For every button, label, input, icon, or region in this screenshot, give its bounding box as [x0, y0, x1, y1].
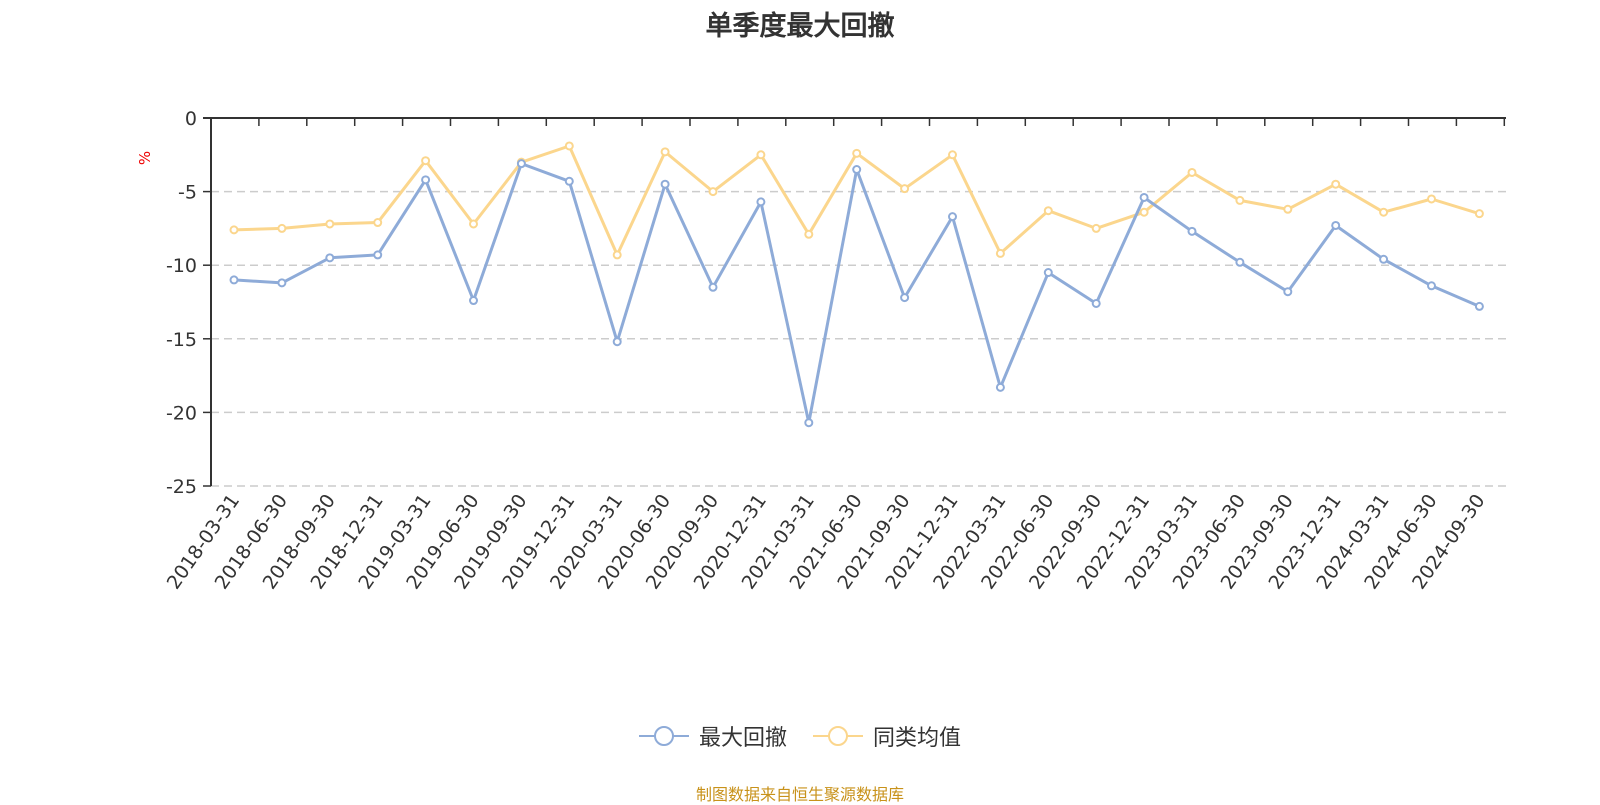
- data-point-peer-average: [756, 150, 766, 160]
- y-tick-label: -25: [166, 476, 197, 498]
- legend-item-peer-average[interactable]: 同类均值: [813, 720, 961, 752]
- data-point-peer-average: [1474, 209, 1484, 219]
- chart-title: 单季度最大回撤: [705, 11, 895, 42]
- y-axis-unit-label: %: [136, 151, 154, 165]
- series-line-max-drawdown: [233, 162, 1480, 425]
- data-point-max-drawdown: [1427, 281, 1436, 291]
- grid-lines: [211, 190, 1506, 487]
- data-point-peer-average: [1043, 206, 1053, 216]
- data-point-peer-average: [1331, 179, 1341, 189]
- legend-marker-circle: [653, 726, 674, 746]
- legend-item-max-drawdown[interactable]: 最大回撤: [638, 720, 787, 752]
- data-point-peer-average: [852, 148, 862, 158]
- data-point-max-drawdown: [900, 293, 910, 303]
- data-point-max-drawdown: [995, 382, 1005, 392]
- data-point-peer-average: [421, 156, 431, 166]
- data-point-max-drawdown: [516, 159, 526, 169]
- data-point-max-drawdown: [373, 250, 383, 260]
- data-point-max-drawdown: [660, 179, 670, 189]
- data-point-peer-average: [612, 250, 622, 260]
- legend-marker-icon: [638, 726, 689, 746]
- data-point-peer-average: [804, 229, 814, 239]
- data-point-peer-average: [373, 218, 383, 228]
- data-point-peer-average: [325, 219, 335, 229]
- data-point-max-drawdown: [1043, 268, 1053, 278]
- data-point-peer-average: [900, 184, 910, 194]
- legend-marker-icon: [813, 726, 863, 746]
- data-point-max-drawdown: [277, 278, 287, 288]
- data-point-max-drawdown: [1283, 287, 1293, 297]
- legend: 最大回撤 同类均值: [0, 720, 1600, 752]
- data-point-max-drawdown: [1235, 257, 1245, 267]
- data-point-peer-average: [1283, 204, 1293, 214]
- data-point-peer-average: [948, 150, 957, 160]
- data-point-max-drawdown: [325, 253, 335, 263]
- data-point-max-drawdown: [1187, 226, 1197, 236]
- legend-marker-circle: [828, 726, 848, 746]
- y-tick-label: -5: [178, 182, 197, 204]
- data-point-peer-average: [1235, 195, 1245, 205]
- data-point-max-drawdown: [948, 212, 957, 222]
- axes: 0-5-10-15-20-252018-03-312018-06-302018-…: [163, 108, 1506, 593]
- data-point-max-drawdown: [421, 175, 431, 185]
- data-point-max-drawdown: [852, 165, 862, 175]
- data-point-max-drawdown: [469, 296, 478, 306]
- source-note: 制图数据来自恒生聚源数据库: [695, 785, 904, 804]
- data-point-max-drawdown: [708, 282, 718, 292]
- legend-label: 同类均值: [873, 726, 962, 751]
- data-point-peer-average: [708, 187, 718, 197]
- data-point-peer-average: [1379, 207, 1389, 217]
- data-point-max-drawdown: [1139, 192, 1149, 202]
- data-point-peer-average: [1139, 207, 1149, 217]
- series-line-peer-average: [233, 144, 1480, 257]
- data-point-peer-average: [277, 223, 287, 233]
- legend-label: 最大回撤: [698, 726, 787, 751]
- data-point-peer-average: [229, 225, 239, 235]
- data-point-max-drawdown: [1091, 298, 1101, 308]
- data-point-max-drawdown: [612, 337, 622, 347]
- data-point-max-drawdown: [1331, 220, 1341, 230]
- y-tick-label: -20: [166, 402, 197, 424]
- data-point-max-drawdown: [804, 418, 814, 428]
- data-point-peer-average: [1091, 223, 1101, 233]
- data-point-peer-average: [660, 147, 670, 157]
- y-tick-label: -10: [166, 255, 197, 277]
- data-point-peer-average: [1427, 194, 1436, 204]
- data-point-peer-average: [1187, 167, 1197, 177]
- series-lines: [229, 141, 1484, 428]
- data-point-max-drawdown: [564, 176, 574, 186]
- data-point-max-drawdown: [1474, 301, 1484, 311]
- data-point-max-drawdown: [1379, 254, 1389, 264]
- y-tick-label: 0: [185, 108, 197, 130]
- data-point-peer-average: [995, 248, 1005, 258]
- y-tick-label: -15: [166, 329, 197, 351]
- data-point-max-drawdown: [756, 197, 766, 207]
- data-point-peer-average: [564, 141, 574, 151]
- data-point-peer-average: [469, 219, 478, 229]
- data-point-max-drawdown: [229, 275, 239, 285]
